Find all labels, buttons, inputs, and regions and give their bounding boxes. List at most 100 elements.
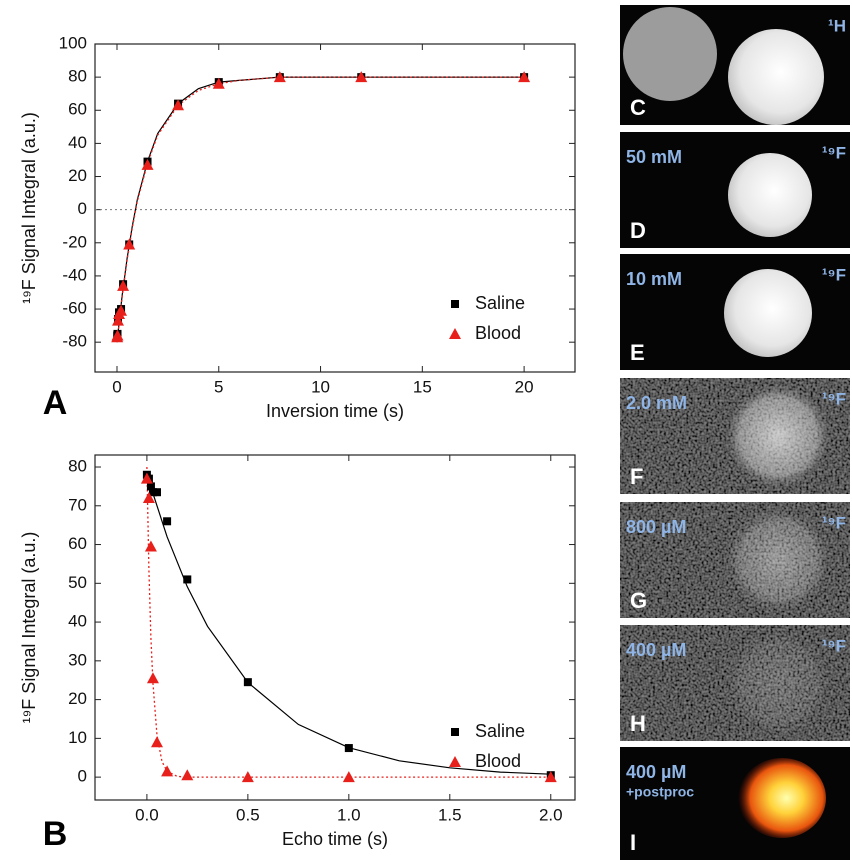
x-axis-title: Echo time (s) [282,829,388,849]
point [146,672,159,684]
panel-letter: H [630,711,646,736]
y-tick-label: 100 [59,33,87,52]
y-tick-label: 20 [68,166,87,185]
image-panel: D 50 mM ¹⁹F [620,132,850,248]
phantom [728,29,824,125]
x-tick-label: 20 [515,377,534,396]
image-panel: I 400 µM +postproc [620,747,850,860]
point [152,488,161,497]
concentration: 400 µM [626,640,686,660]
point [212,77,225,89]
nucleus: ¹⁹F [822,636,846,655]
image-panel: H 400 µM ¹⁹F [620,625,850,741]
legend-label: Blood [475,751,521,771]
point [142,492,155,504]
point [342,771,355,783]
point [117,279,130,291]
panel-letter: E [630,340,645,365]
point [148,488,157,497]
y-tick-label: -80 [62,332,87,351]
x-tick-label: 15 [413,377,432,396]
y-tick-label: 30 [68,650,87,669]
panel-label: A [43,384,68,422]
point [544,771,557,783]
legend-marker [451,300,459,308]
nucleus: ¹⁹F [822,143,846,162]
nucleus: ¹⁹F [822,389,846,408]
point [140,472,153,484]
x-tick-label: 2.0 [539,805,563,824]
y-tick-label: 60 [68,100,87,119]
y-tick-label: -20 [62,232,87,251]
x-tick-label: 10 [311,377,330,396]
y-tick-label: 80 [68,457,87,476]
point [172,99,185,111]
image-panel: E 10 mM ¹⁹F [620,254,850,370]
concentration: 2.0 mM [626,393,687,413]
nucleus: ¹⁹F [822,513,846,532]
point [355,71,368,83]
x-tick-label: 5 [214,377,223,396]
y-tick-label: 20 [68,689,87,708]
panel-label: B [43,815,68,853]
nucleus: ¹H [828,16,846,35]
legend-label: Saline [475,721,525,741]
y-tick-label: 0 [78,767,87,786]
x-tick-label: 0.5 [236,805,260,824]
y-tick-label: 80 [68,67,87,86]
point [112,314,125,326]
legend-marker [449,756,461,767]
x-tick-label: 0.0 [135,805,159,824]
plot-frame [94,43,576,373]
phantom [738,758,826,838]
chart: 0 10 20 30 40 50 60 70 80 0.0 0.5 1.0 1.5 2.0 Echo tim… [19,454,576,853]
phantom [623,7,717,101]
point [518,71,531,83]
point [115,304,128,316]
y-axis-title: ¹⁹F Signal Integral (a.u.) [19,112,39,304]
legend-label: Saline [475,293,525,313]
legend-marker [451,728,459,736]
panel-letter: C [630,95,646,120]
concentration: 400 µM [626,762,686,782]
panel-letter: F [630,464,643,489]
phantom [726,508,830,612]
point [241,771,254,783]
image-panel: G 800 µM ¹⁹F [620,502,850,618]
point [344,744,353,753]
panel-letter: D [630,218,646,243]
note: +postproc [626,784,694,800]
phantom [726,631,830,735]
y-tick-label: 60 [68,534,87,553]
point [163,517,172,526]
y-axis-title: ¹⁹F Signal Integral (a.u.) [19,532,39,724]
y-tick-label: 10 [68,728,87,747]
image-panels: C ¹H D 50 mM ¹⁹F E 10 mM ¹⁹F F 2.0 mM ¹⁹F G 800 µM ¹⁹… [620,5,850,860]
y-tick-label: -40 [62,265,87,284]
point [273,71,286,83]
plot-frame [94,454,576,801]
point [181,769,194,781]
concentration: 800 µM [626,517,686,537]
legend-marker [449,328,461,339]
x-axis-title: Inversion time (s) [266,401,404,421]
y-tick-label: 50 [68,573,87,592]
point [161,765,174,777]
point [146,482,155,491]
point [243,678,252,687]
y-tick-label: 0 [78,199,87,218]
point [111,329,124,341]
x-tick-label: 0 [112,377,121,396]
concentration: 50 mM [626,147,682,167]
y-tick-label: 70 [68,495,87,514]
panel-letter: G [630,588,647,613]
image-panel: C ¹H [620,5,850,125]
point [144,540,157,552]
x-tick-label: 1.5 [438,805,462,824]
phantom [726,384,830,488]
x-tick-label: 1.0 [337,805,361,824]
y-tick-label: 40 [68,133,87,152]
concentration: 10 mM [626,269,682,289]
